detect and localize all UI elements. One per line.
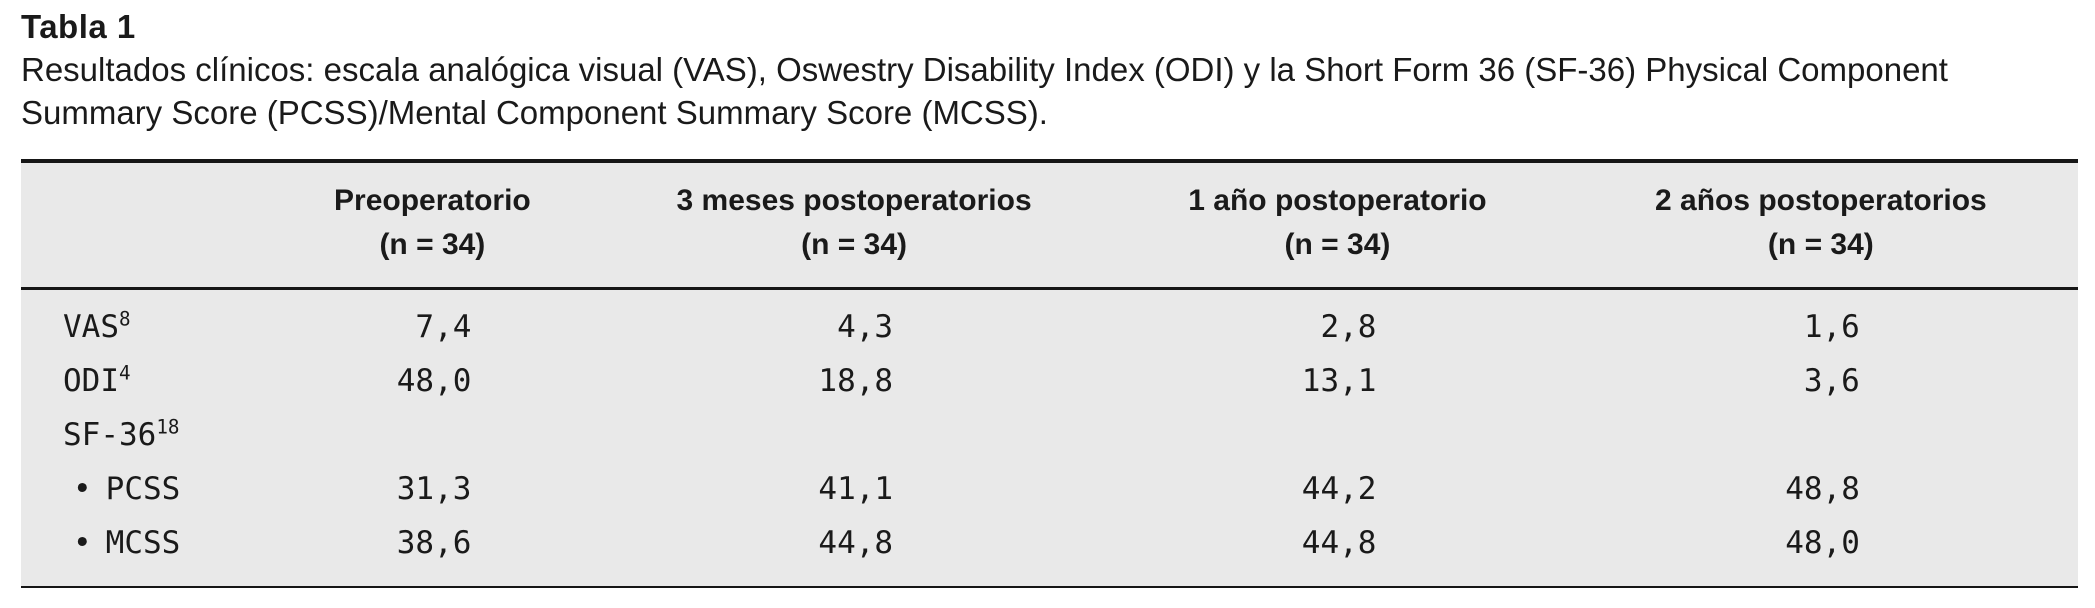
cell-value: 41,1: [597, 462, 1111, 516]
row-label-text: MCSS: [105, 524, 181, 561]
cell-value: 44,2: [1111, 462, 1564, 516]
row-label-mcss: • MCSS: [21, 516, 268, 587]
cell-value: 3,6: [1564, 354, 2078, 408]
row-label-text: ODI: [63, 362, 119, 399]
table-row-sf36: SF-3618: [21, 408, 2078, 462]
value-text: 2,8: [1320, 308, 1377, 345]
row-label-text: PCSS: [105, 470, 181, 507]
row-label-text: VAS: [63, 308, 119, 345]
cell-value: 48,8: [1564, 462, 2078, 516]
column-header-2-anos: 2 años postoperatorios (n = 34): [1563, 160, 2078, 290]
column-header-1-ano: 1 año postoperatorio (n = 34): [1111, 160, 1564, 290]
cell-value: 4,3: [597, 288, 1111, 354]
value-text: 3,6: [1803, 362, 1860, 399]
column-header-n: (n = 34): [1767, 227, 1874, 261]
column-header-3-meses: 3 meses postoperatorios (n = 34): [596, 160, 1112, 290]
cell-value-empty: [1111, 408, 1564, 462]
table-caption: Resultados clínicos: escala analógica vi…: [21, 50, 1948, 131]
value-text: 44,8: [818, 524, 894, 561]
value-text: 38,6: [396, 524, 472, 561]
cell-value: 48,0: [268, 354, 597, 408]
value-text: 1,6: [1803, 308, 1860, 345]
row-label-vas: VAS8: [21, 288, 268, 354]
value-text: 44,2: [1301, 470, 1377, 507]
table-row-vas: VAS8 7,4 4,3 2,8 1,6: [21, 288, 2078, 354]
value-text: 13,1: [1301, 362, 1377, 399]
cell-value: 18,8: [597, 354, 1111, 408]
column-header-label: 3 meses postoperatorios: [676, 183, 1032, 217]
reference-superscript: 4: [119, 361, 131, 385]
cell-value: 44,8: [1111, 516, 1564, 587]
cell-value-empty: [1564, 408, 2078, 462]
column-header-n: (n = 34): [379, 227, 486, 261]
cell-value: 7,4: [268, 288, 597, 354]
column-header-n: (n = 34): [1284, 227, 1391, 261]
value-text: 44,8: [1301, 524, 1377, 561]
column-header-preoperatorio: Preoperatorio (n = 34): [267, 160, 597, 290]
row-label-pcss: • PCSS: [21, 462, 268, 516]
row-label-sf36: SF-3618: [21, 408, 268, 462]
value-text: 48,0: [396, 362, 472, 399]
row-label-text: SF-36: [63, 416, 157, 453]
table-header: Preoperatorio (n = 34) 3 meses postopera…: [21, 160, 2078, 290]
corner-cell: [21, 160, 268, 290]
reference-superscript: 8: [119, 307, 131, 331]
reference-superscript: 18: [156, 415, 180, 439]
table-row-pcss: • PCSS 31,3 41,1 44,2 48,8: [21, 462, 2078, 516]
cell-value: 44,8: [597, 516, 1111, 587]
cell-value: 2,8: [1111, 288, 1564, 354]
column-header-label: Preoperatorio: [334, 183, 531, 217]
column-header-label: 1 año postoperatorio: [1188, 183, 1487, 217]
column-header-label: 2 años postoperatorios: [1654, 183, 1987, 217]
cell-value: 48,0: [1564, 516, 2078, 587]
header-row: Preoperatorio (n = 34) 3 meses postopera…: [21, 160, 2078, 290]
cell-value: 31,3: [268, 462, 597, 516]
value-text: 7,4: [415, 308, 472, 345]
bullet-icon: •: [73, 470, 92, 507]
cell-value-empty: [268, 408, 597, 462]
value-text: 18,8: [818, 362, 894, 399]
cell-value-empty: [597, 408, 1111, 462]
bullet-icon: •: [73, 524, 92, 561]
value-text: 48,0: [1785, 524, 1860, 561]
value-text: 48,8: [1785, 470, 1860, 507]
table-row-odi: ODI4 48,0 18,8 13,1 3,6: [21, 354, 2078, 408]
value-text: 31,3: [396, 470, 472, 507]
results-table: Preoperatorio (n = 34) 3 meses postopera…: [21, 158, 2078, 588]
table-body: VAS8 7,4 4,3 2,8 1,6 ODI4 48,0 18,8 13,1…: [21, 288, 2078, 587]
cell-value: 13,1: [1111, 354, 1564, 408]
column-header-n: (n = 34): [801, 227, 907, 261]
value-text: 41,1: [818, 470, 894, 507]
value-text: 4,3: [837, 308, 894, 345]
cell-value: 1,6: [1564, 288, 2078, 354]
row-label-odi: ODI4: [21, 354, 268, 408]
table-row-mcss: • MCSS 38,6 44,8 44,8 48,0: [21, 516, 2078, 587]
cell-value: 38,6: [268, 516, 597, 587]
table-number: Tabla 1: [21, 8, 136, 45]
